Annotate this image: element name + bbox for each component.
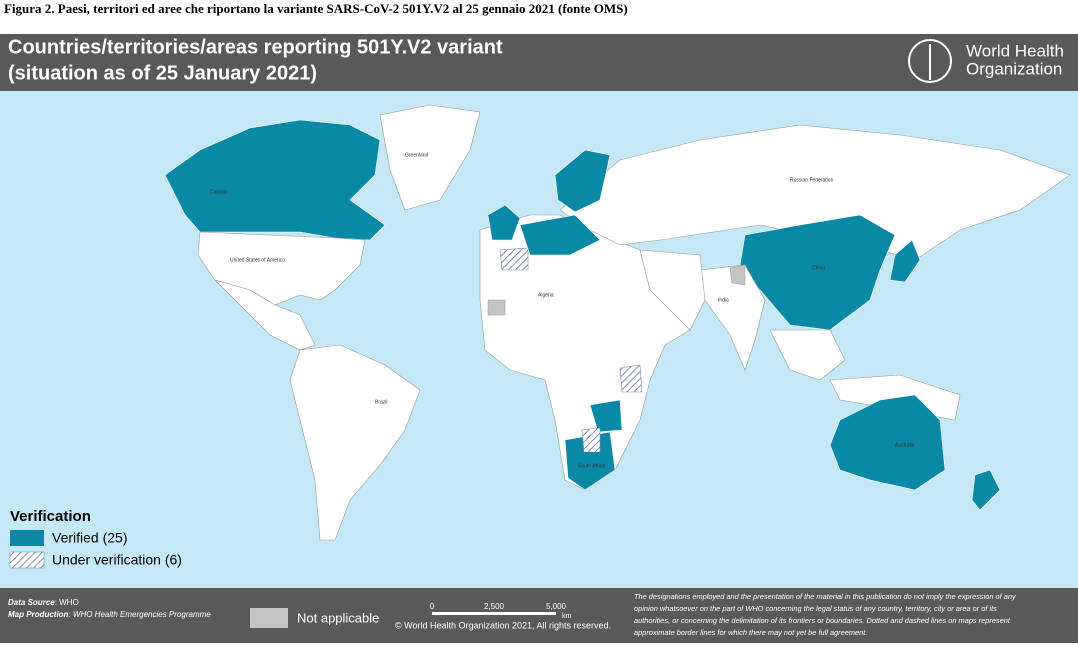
footer-bar xyxy=(0,588,1078,643)
footer-production: Map Production: WHO Health Emergencies P… xyxy=(8,610,211,619)
title: (situation as of 25 January 2021) xyxy=(8,62,317,84)
legend-item: Under verification (6) xyxy=(52,552,182,568)
legend-swatch xyxy=(9,551,45,569)
legend-item: Verified (25) xyxy=(52,530,127,546)
map-labels: Canada Greenland United States of Americ… xyxy=(210,152,915,469)
map-label: Russian Federation xyxy=(790,177,834,183)
header-bar xyxy=(0,34,1078,91)
scale-bar xyxy=(432,612,556,615)
scale-label: 5,000 xyxy=(546,602,567,611)
map-label: China xyxy=(812,265,825,271)
na-label: Not applicable xyxy=(297,610,379,625)
footer-source: Data Source: WHO xyxy=(8,598,79,607)
disclaimer-line: opinion whatsoever on the part of WHO co… xyxy=(634,604,997,613)
scale-unit: km xyxy=(562,613,572,620)
map-label: Australia xyxy=(895,442,915,448)
caption: Figura 2. Paesi, territori ed aree che r… xyxy=(4,1,628,16)
na-swatch xyxy=(250,608,288,628)
scale-label: 0 xyxy=(430,602,435,611)
legend-swatch xyxy=(10,530,44,546)
disclaimer-line: authorities, or concerning the delimitat… xyxy=(634,616,1011,625)
map-label: Algeria xyxy=(538,292,554,298)
who-logo xyxy=(908,39,952,83)
copyright: © World Health Organization 2021, All ri… xyxy=(395,620,611,630)
map-label: United States of America xyxy=(230,257,285,263)
map-label: India xyxy=(718,297,729,303)
map-label: South Africa xyxy=(578,463,605,469)
disclaimer-line: approximate border lines for which there… xyxy=(634,628,867,637)
land xyxy=(164,104,1071,541)
map-label: Brazil xyxy=(375,399,388,405)
legend-title: Verification xyxy=(10,508,91,525)
logo-text: World Health xyxy=(966,41,1064,60)
title: Countries/territories/areas reporting 50… xyxy=(8,36,503,58)
map-label: Greenland xyxy=(405,152,429,158)
disclaimer: The designations employed and the presen… xyxy=(634,592,1017,637)
scale-label: 2,500 xyxy=(484,602,505,611)
logo-text: Organization xyxy=(966,59,1062,78)
disclaimer-line: The designations employed and the presen… xyxy=(634,592,1017,601)
map-label: Canada xyxy=(210,189,228,195)
